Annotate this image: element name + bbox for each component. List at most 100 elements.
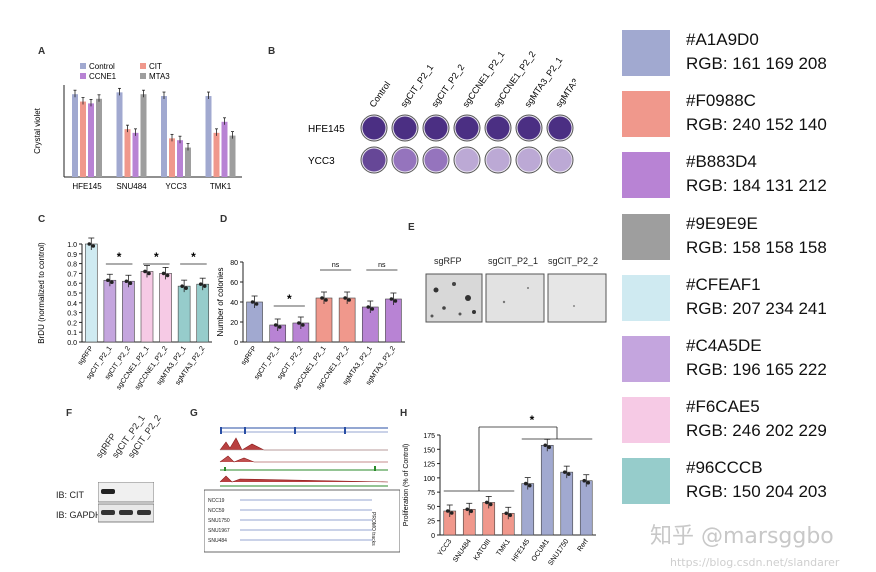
panel-label-c: C [38,214,46,225]
plate-row-label: YCC3 [308,156,335,167]
panel-label-d: D [220,214,228,225]
e-image-sgcit1 [485,273,545,323]
sig-star: * [191,250,196,264]
panel-label-a: A [38,46,46,57]
y-tick-label: 0.1 [67,330,77,337]
legend-swatch [140,63,146,69]
swatch-rgb-0: RGB: 161 169 208 [686,54,827,73]
bar [521,483,535,536]
data-point [324,298,328,302]
y-axis-label: Proliferation (% of Control) [403,444,410,526]
panel-label-b: B [268,46,276,57]
panel-label-f: F [66,408,73,419]
data-point [106,278,110,283]
plate-stain [362,148,386,172]
sig-label: ns [332,262,340,269]
y-tick-label: 0 [431,533,435,540]
panel-label-e: E [408,222,415,233]
x-tick-label: YCC3 [437,538,454,557]
data-point [347,298,351,302]
e-label-sgcit2: sgCIT_P2_2 [548,256,599,266]
y-tick-label: 0.5 [67,291,77,298]
colony-dot [430,314,434,318]
g-line: SNU1967 [208,528,230,534]
data-point [370,307,375,311]
data-point [91,244,96,248]
x-tick-label: sgRFP [240,345,258,367]
colony-dot [472,310,476,314]
plate-stain [424,116,448,140]
data-point [508,513,513,518]
data-point [469,509,474,514]
chart-c: 0.0 0.1 0.2 0.3 0.4 0.5 0.6 0.7 0.8 0.9 1.0 BrDU (n… [37,237,212,391]
data-point [147,271,151,276]
data-point [87,242,92,246]
plate-row-label: HFE145 [308,124,345,135]
data-point [184,286,188,290]
g-side-label: PROMO tracks [370,512,376,546]
sig-star: * [154,250,159,264]
plate-stain [424,148,448,172]
colony-dot [465,295,471,301]
y-tick-label: 150 [423,447,435,454]
gapdh-band [119,510,133,515]
bar [213,132,220,177]
plate-col-label: Control [367,80,392,110]
swatch-color-0 [622,30,670,76]
data-point [250,300,255,304]
y-tick-label: 75 [427,490,435,497]
legend-swatch [140,73,146,79]
legend-label: MTA3 [149,72,170,81]
data-point [484,500,489,505]
e-image-sgcit2 [547,273,607,323]
f-label-cit: IB: CIT [56,490,85,500]
data-point [202,284,207,288]
bar [84,243,98,343]
data-point [320,296,324,300]
y-tick-label: 0.8 [67,262,77,269]
swatch-rgb-4: RGB: 207 234 241 [686,298,827,318]
y-tick-label: 0.9 [67,252,77,259]
plate-stain [517,116,541,140]
bar [205,96,212,177]
swatch-hex-7: #96CCCB [686,458,763,478]
swatch-rgb-7: RGB: 150 204 203 [686,482,827,502]
x-tick-label: HFE145 [72,182,102,191]
bar [196,283,210,343]
plate-stain [393,116,417,140]
bar [140,94,147,177]
colony-dot [573,305,575,307]
swatch-hex-4: #CFEAF1 [686,274,761,294]
y-tick-label: 20 [230,320,238,327]
swatch-hex-5: #C4A5DE [686,336,762,355]
colony-dot [502,300,506,304]
plate-stain [486,116,510,140]
data-point [180,284,184,288]
bar [177,140,183,177]
panel-b: Control sgCIT_P2_1 sgCIT_P2_2 sgCCNE1_P2_1 s… [286,40,595,190]
bar [185,147,191,177]
data-point [582,478,587,483]
colony-dot [433,287,439,293]
watermark-url: https://blog.csdn.net/slandarer [670,556,840,569]
g-cell-lines: NCC19 NCC59 SNU1750 SNU1967 SNU484 [208,496,230,546]
swatch-hex-0: #A1A9D0 [686,30,759,49]
bar [338,297,356,343]
swatch-color-7 [622,458,670,505]
panel-f: sgRFP sgCIT_P2_1 sgCIT_P2_2 IB: CIT IB: … [56,413,163,530]
x-tick-label: KATOIII [473,538,493,562]
gapdh-band [137,510,151,515]
bar [177,285,191,343]
y-tick-label: 0 [234,340,238,347]
data-point [523,481,528,486]
data-point [277,325,282,329]
data-point [586,480,591,485]
data-point [543,443,548,448]
x-tick-label: SNU484 [116,182,147,191]
data-point [161,271,166,276]
data-point [566,472,571,476]
swatch-hex-3: #9E9E9E [686,213,758,233]
plate-stain [486,148,510,172]
bar [122,280,135,343]
bar [103,279,117,343]
